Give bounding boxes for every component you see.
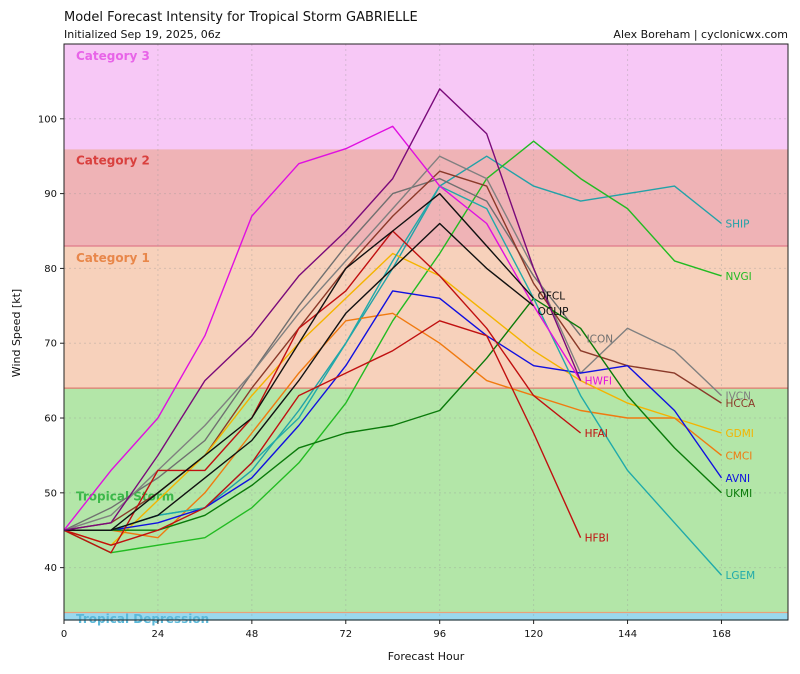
x-tick-label-120: 120 [524,629,543,640]
chart-title: Model Forecast Intensity for Tropical St… [64,10,418,25]
y-tick-label-100: 100 [38,114,57,125]
band-label-category-2: Category 2 [76,154,150,168]
series-line-unlabeled-15 [63,88,582,531]
x-axis-label: Forecast Hour [388,650,465,663]
y-axis-label: Wind Speed [kt] [10,289,23,377]
chart-credit: Alex Boreham | cyclonicwx.com [613,28,788,41]
x-tick-label-48: 48 [245,629,258,640]
series-label-ship: SHIP [725,219,749,231]
series-label-oclip: OCLIP [538,306,569,318]
series-line-ivcn [63,155,722,531]
y-tick-label-40: 40 [44,563,57,574]
y-tick-label-80: 80 [44,264,57,275]
series-lines [63,88,723,576]
series-label-hcca: HCCA [725,398,756,410]
x-tick-label-144: 144 [618,629,637,640]
x-tick-label-0: 0 [61,629,67,640]
series-label-ofcl: OFCL [538,290,566,302]
series-label-icon: ICON [587,334,614,346]
x-tick-label-24: 24 [152,629,165,640]
band-label-category-1: Category 1 [76,251,150,265]
y-tick-label-60: 60 [44,414,57,425]
series-line-ofcl [64,192,535,531]
axes: 0 24 48 72 96 120 144 168 40 50 60 70 80 90 100 [38,43,789,640]
series-line-hwfi [63,125,582,531]
x-tick-label-72: 72 [339,629,352,640]
y-tick-label-90: 90 [44,189,57,200]
series-label-nvgi: NVGI [725,271,751,283]
y-tick-label-50: 50 [44,488,57,499]
plot-frame [63,43,789,621]
series-label-hfai: HFAI [585,428,608,440]
y-tick-label-70: 70 [44,339,57,350]
series-line-hfai [63,230,582,554]
series-line-hfbi [63,320,582,546]
series-line-oclip [64,222,535,531]
series-label-ukmi: UKMI [725,488,752,500]
series-label-ivcn: IVCN [725,391,750,403]
series-label-hwfi: HWFI [585,376,612,388]
series-line-ukmi [64,297,722,531]
band-category-3 [64,44,788,149]
band-tropical-depression [64,612,788,620]
chart-subtitle: Initialized Sep 19, 2025, 06z [64,28,221,41]
band-category-2 [64,148,788,246]
x-tick-label-168: 168 [712,629,731,640]
series-label-gdmi: GDMI [725,428,753,440]
series-line-gdmi [63,252,722,546]
series-line-nvgi [63,140,722,554]
x-tick-label-96: 96 [433,629,446,640]
series-line-avni [64,290,723,531]
band-label-category-3: Category 3 [76,49,150,63]
series-label-lgem: LGEM [725,570,755,582]
series-line-lgem [64,185,723,576]
series-label-hfbi: HFBI [585,533,609,545]
band-category-1 [64,245,788,389]
series-label-cmci: CMCI [725,450,752,462]
band-label-tropical-depression: Tropical Depression [76,612,209,626]
series-label-avni: AVNI [725,473,750,485]
band-tropical-storm [64,388,788,613]
grid [63,44,788,620]
